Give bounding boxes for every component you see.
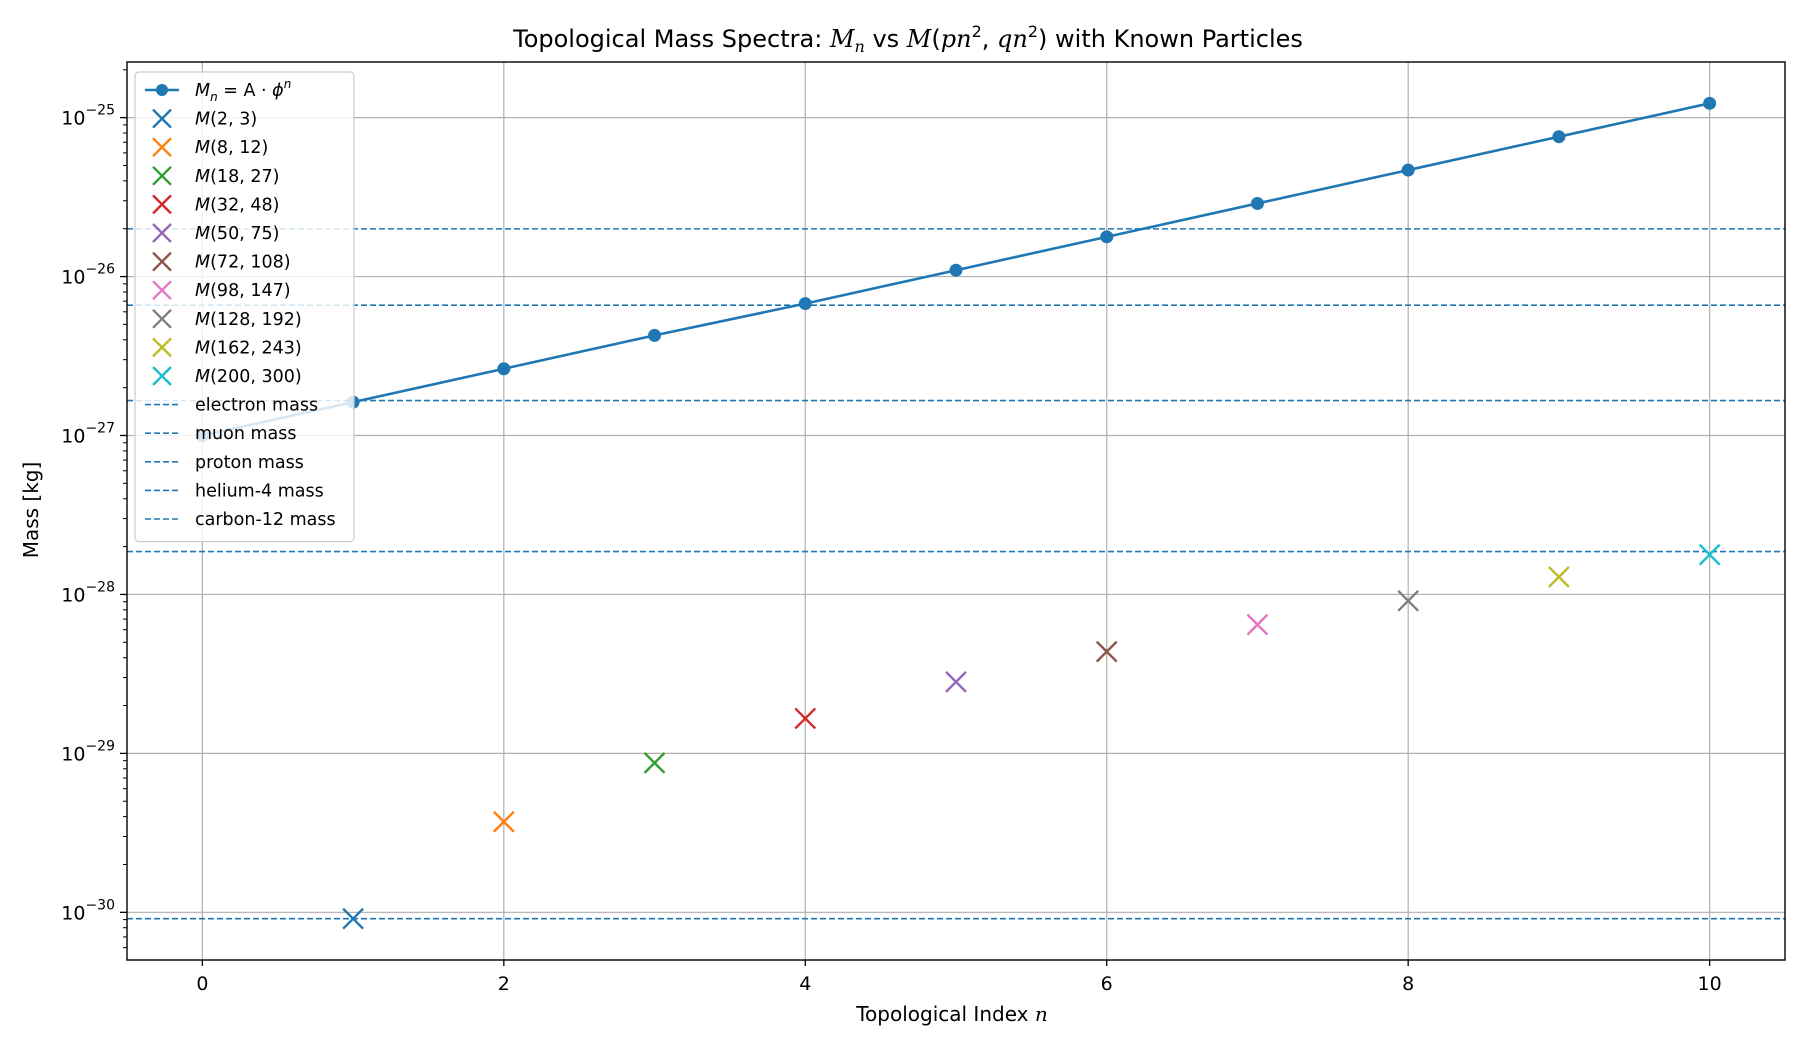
legend-label-ref: proton mass [195,453,304,473]
legend-marker-6 [152,280,172,301]
legend-item-ref-3: helium-4 mass [145,481,324,501]
reference-lines [127,228,1785,920]
scatter-marker-3 [794,707,817,730]
y-tick-label: 10−26 [61,262,115,289]
y-tick-label: 10−30 [61,897,115,924]
legend-marker-4 [152,223,172,243]
legend-marker-2 [152,165,172,186]
legend-label-scatter: M(200, 300) [195,367,302,387]
legend-item-scatter-5: M(72, 108) [152,251,291,273]
y-tick-label: 10−29 [61,738,115,765]
axis-ticks: 0 2 4 6 8 10 10−30 10−29 10−28 10−27 10−26 10−25 [61,69,1722,995]
legend-label-scatter: M(72, 108) [195,253,291,273]
legend-item-ref-2: proton mass [145,453,304,473]
mn-point [1100,230,1114,244]
mn-point [1250,196,1264,210]
x-tick-label: 0 [196,973,208,995]
legend: Mn = A · ϕn M(2, 3) M(8, 12) M(18, 27) M(32,… [134,71,355,543]
x-tick-label: 10 [1698,973,1722,995]
legend-item-mn: Mn = A · ϕn [145,77,291,104]
mn-point [949,263,963,277]
plot-frame [126,61,1786,961]
scatter-marker-7 [1397,589,1420,612]
legend-item-scatter-4: M(50, 75) [152,223,279,244]
legend-label-scatter: M(8, 12) [195,138,268,158]
legend-label-scatter: M(98, 147) [195,281,291,301]
y-tick-label: 10−27 [61,421,115,448]
legend-marker-3 [152,194,172,215]
legend-item-scatter-1: M(8, 12) [152,137,268,158]
legend-label-scatter: M(2, 3) [195,110,257,130]
scatter-marker-4 [945,671,967,693]
legend-label-scatter: M(128, 192) [195,310,302,330]
legend-label-scatter: M(32, 48) [195,195,279,215]
legend-item-scatter-9: M(200, 300) [152,366,302,387]
legend-label-ref: muon mass [195,424,297,444]
legend-label-scatter: M(50, 75) [195,224,279,244]
scatter-marker-6 [1246,613,1269,636]
legend-marker-9 [152,366,172,386]
legend-item-scatter-8: M(162, 243) [152,337,302,358]
mn-point [497,362,511,376]
x-tick-label: 8 [1402,973,1414,995]
legend-label-mn: Mn = A · ϕn [195,77,291,104]
x-tick-label: 2 [498,973,510,995]
legend-marker-1 [152,137,172,158]
x-tick-label: 4 [799,973,811,995]
legend-item-scatter-0: M(2, 3) [152,108,257,130]
legend-box [134,71,355,543]
y-axis-label: Mass [kg] [19,462,43,559]
line-series [195,96,1717,443]
legend-item-ref-0: electron mass [145,396,318,416]
legend-item-scatter-6: M(98, 147) [152,280,291,301]
legend-item-scatter-2: M(18, 27) [152,165,279,187]
legend-item-ref-1: muon mass [145,424,297,444]
mn-point [1703,96,1717,110]
x-axis-label: Topological Index n [855,1002,1048,1026]
legend-item-scatter-3: M(32, 48) [152,194,279,215]
legend-marker-7 [152,308,172,329]
legend-item-scatter-7: M(128, 192) [152,308,302,330]
scatter-marker-8 [1548,566,1570,588]
mn-point [648,328,662,342]
legend-label-scatter: M(162, 243) [195,338,302,358]
legend-label-ref: electron mass [195,396,318,416]
legend-label-ref: carbon-12 mass [195,510,336,530]
legend-label-scatter: M(18, 27) [195,167,279,187]
scatter-marker-9 [1698,543,1721,566]
legend-item-ref-4: carbon-12 mass [145,510,336,530]
legend-marker-8 [152,337,172,358]
scatter-marker-0 [342,907,364,930]
chart-title: Topological Mass Spectra: Mn vs M(pn2, q… [512,22,1303,56]
scatter-marker-5 [1095,640,1118,663]
legend-marker-5 [152,251,172,272]
mn-point [798,297,812,311]
legend-label-ref: helium-4 mass [195,481,324,501]
x-tick-label: 6 [1101,973,1113,995]
scatter-marker-1 [492,810,515,833]
mn-point [1552,130,1566,144]
mn-point [1401,163,1415,177]
y-tick-label: 10−25 [61,103,115,130]
scatter-marker-2 [643,752,666,774]
y-tick-label: 10−28 [61,579,115,606]
legend-marker-0 [152,108,172,129]
scatter-markers [342,543,1721,930]
